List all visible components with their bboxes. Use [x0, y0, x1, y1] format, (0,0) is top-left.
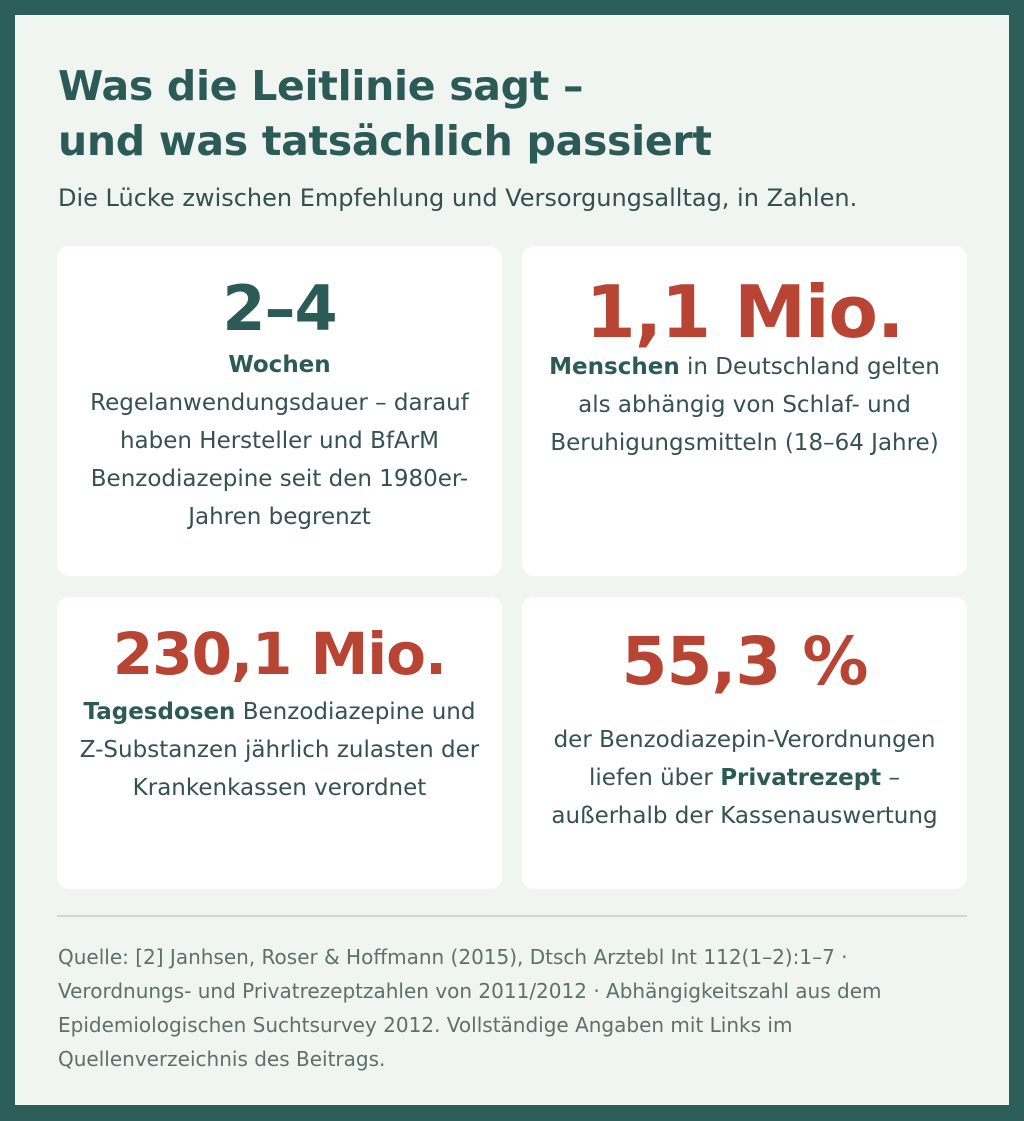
stat-bold-tagesdosen: Tagesdosen [83, 699, 236, 725]
stat-text-dependent-people: in Deutschland gelten als abhängig von S… [550, 354, 940, 456]
stat-description-private-prescriptions: der Benzodiazepin-Verordnungen liefen üb… [544, 721, 945, 835]
stat-card-dependent-people: 1,1 Mio. Menschen in Deutschland gelten … [522, 246, 967, 576]
stat-value-private-prescriptions: 55,3 % [621, 623, 869, 700]
title-line-1: Was die Leitlinie sagt – [58, 62, 584, 110]
stat-value-dependent-people: 1,1 Mio. [585, 270, 905, 354]
footer-divider [57, 915, 967, 917]
stat-card-duration: 2–4 Wochen Regelanwendungsdauer – darauf… [57, 246, 502, 576]
stat-card-daily-doses: 230,1 Mio. Tagesdosen Benzodiazepine und… [57, 597, 502, 889]
stat-card-private-prescriptions: 55,3 % der Benzodiazepin-Verordnungen li… [522, 597, 967, 889]
page-subtitle: Die Lücke zwischen Empfehlung und Versor… [58, 184, 858, 212]
stat-value-duration: 2–4 [222, 272, 337, 345]
stat-bold-privatrezept: Privatrezept [720, 765, 882, 791]
stat-text-duration: Regelanwendungsdauer – darauf haben Hers… [90, 390, 469, 530]
stat-text-after-private: – außerhalb der Kassenauswertung [551, 765, 938, 829]
stat-bold-menschen: Menschen [549, 354, 680, 380]
title-line-2: und was tatsächlich passiert [58, 117, 712, 165]
page-title: Was die Leitlinie sagt – und was tatsächl… [58, 59, 712, 169]
stat-value-daily-doses: 230,1 Mio. [112, 620, 447, 688]
stat-description-dependent-people: Menschen in Deutschland gelten als abhän… [544, 348, 945, 462]
stat-text-daily-doses: Benzodiazepine und Z-Substanzen jährlich… [79, 699, 480, 801]
stat-description-daily-doses: Tagesdosen Benzodiazepine und Z-Substanz… [79, 693, 480, 807]
infographic-panel: Was die Leitlinie sagt – und was tatsächl… [15, 15, 1009, 1105]
stat-unit-weeks: Wochen [228, 352, 331, 378]
source-note: Quelle: [2] Janhsen, Roser & Hoffmann (2… [58, 945, 882, 1071]
stat-text-before-private: der Benzodiazepin-Verordnungen liefen üb… [553, 727, 936, 791]
stat-description-duration: Wochen Regelanwendungsdauer – darauf hab… [79, 346, 480, 536]
